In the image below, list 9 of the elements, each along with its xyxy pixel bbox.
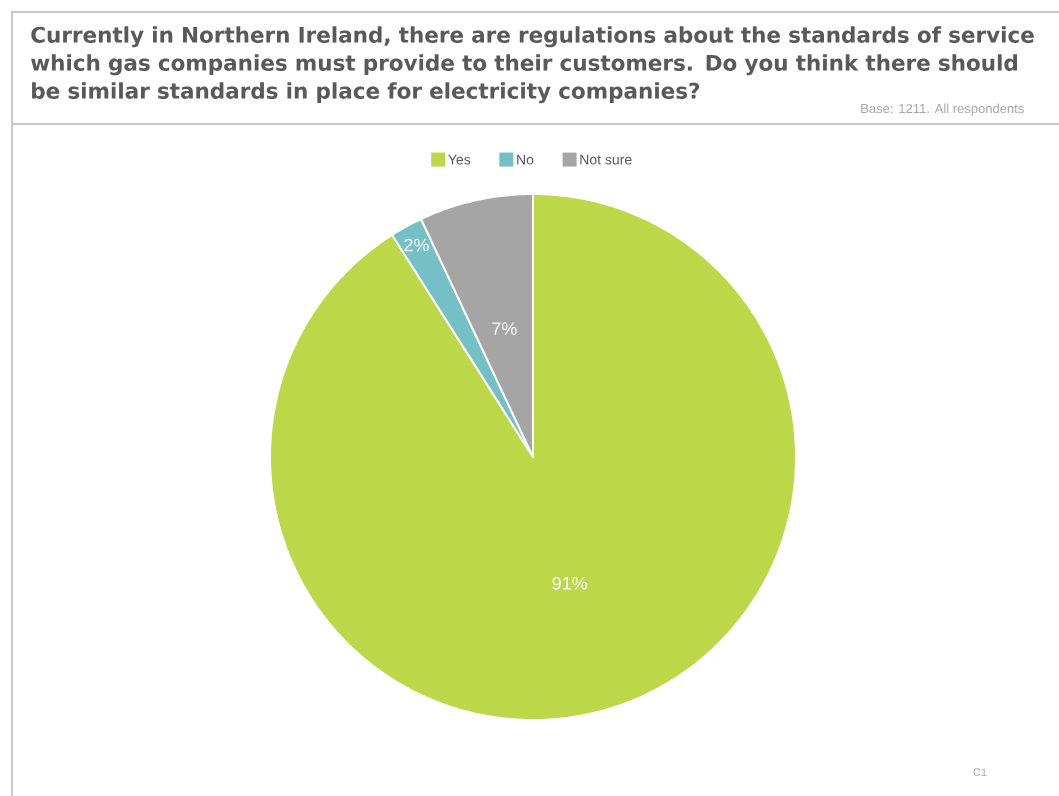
- legend-label: Yes: [448, 154, 471, 165]
- legend-label: No: [517, 154, 534, 165]
- text: Base: 1211. All respondents: [861, 103, 1024, 116]
- chart-title: Currently in Northern Ireland, there are regulations about the standards of service which gas companies must provide to their customers. Do you think there should be similar standards in place for electricity companies?: [31, 26, 1034, 104]
- text: C1: [973, 768, 987, 777]
- data-label: 91%: [552, 576, 588, 590]
- data-label: 7%: [492, 322, 517, 335]
- data-label: 2%: [404, 238, 429, 252]
- legend-label: Not sure: [580, 154, 632, 165]
